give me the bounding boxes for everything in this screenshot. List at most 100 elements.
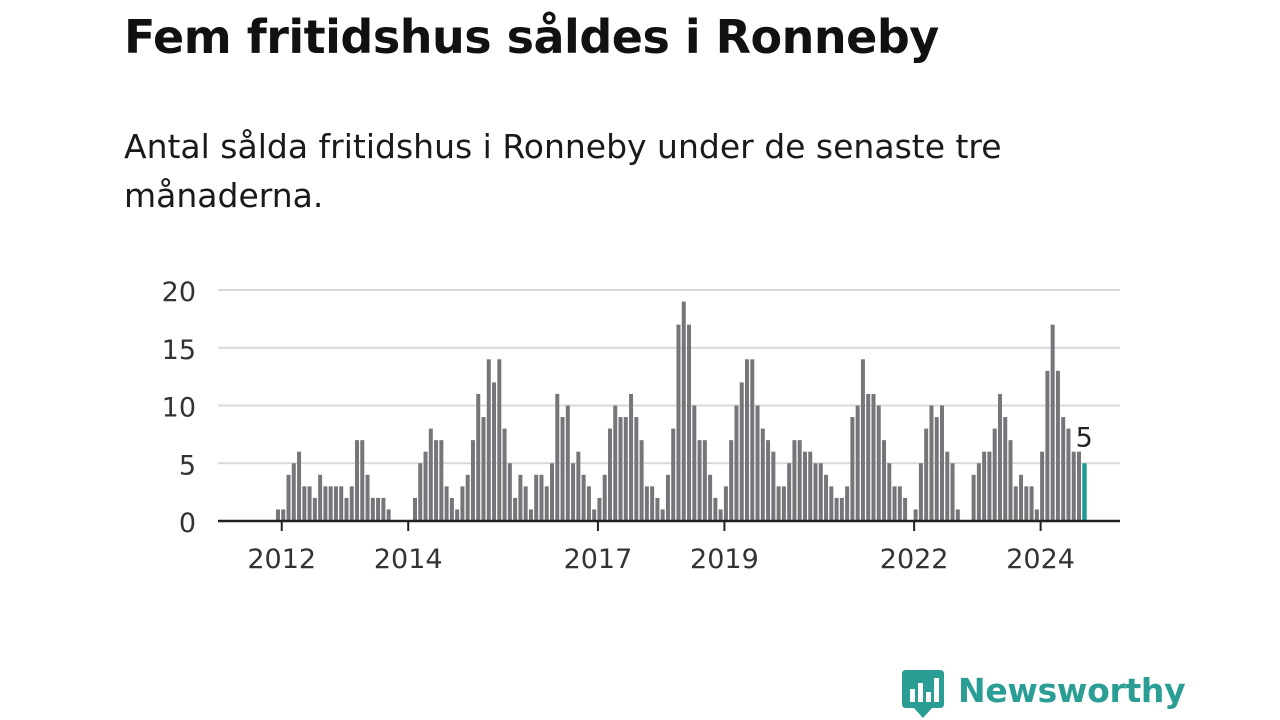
bar xyxy=(528,509,533,521)
bar xyxy=(755,405,760,521)
bar xyxy=(655,497,660,521)
bar xyxy=(897,486,902,521)
bar xyxy=(650,486,655,521)
bar xyxy=(571,463,576,521)
bars xyxy=(275,301,1087,521)
bar xyxy=(370,497,375,521)
bar xyxy=(771,451,776,521)
bar xyxy=(818,463,823,521)
bar xyxy=(760,428,765,521)
bar xyxy=(428,428,433,521)
bar xyxy=(539,474,544,521)
bar-highlight xyxy=(1082,463,1087,521)
bar xyxy=(1077,451,1082,521)
bar xyxy=(702,440,707,521)
bar xyxy=(860,359,865,521)
bar xyxy=(1071,451,1076,521)
bar xyxy=(766,440,771,521)
bar xyxy=(534,474,539,521)
bar xyxy=(824,474,829,521)
y-axis-ticks: 0 5 10 15 20 xyxy=(162,277,196,539)
bar xyxy=(845,486,850,521)
bar xyxy=(681,301,686,521)
bar xyxy=(312,497,317,521)
bar xyxy=(787,463,792,521)
bar xyxy=(381,497,386,521)
bar xyxy=(439,440,444,521)
bar xyxy=(307,486,312,521)
bar xyxy=(997,393,1002,521)
bar xyxy=(1013,486,1018,521)
bar xyxy=(1045,370,1050,521)
bar xyxy=(1034,509,1039,521)
bar xyxy=(355,440,360,521)
bar xyxy=(328,486,333,521)
bar xyxy=(449,497,454,521)
bar xyxy=(291,463,296,521)
bar xyxy=(713,497,718,521)
bar xyxy=(813,463,818,521)
bar xyxy=(855,405,860,521)
bar xyxy=(507,463,512,521)
bar xyxy=(455,509,460,521)
bar xyxy=(513,497,518,521)
brand-name: Newsworthy xyxy=(958,671,1186,710)
bar xyxy=(834,497,839,521)
bar xyxy=(497,359,502,521)
bar xyxy=(275,509,280,521)
bar xyxy=(360,440,365,521)
data-labels: 5 xyxy=(1076,422,1093,453)
bar xyxy=(708,474,713,521)
bar xyxy=(412,497,417,521)
bar xyxy=(913,509,918,521)
bar xyxy=(866,393,871,521)
bar xyxy=(676,324,681,521)
bar xyxy=(602,474,607,521)
bar xyxy=(982,451,987,521)
data-label-highlight: 5 xyxy=(1076,422,1093,453)
bar xyxy=(613,405,618,521)
x-axis-ticks: 2012 2014 2017 2019 2022 2024 xyxy=(247,521,1075,575)
bar xyxy=(586,486,591,521)
bar xyxy=(349,486,354,521)
bar xyxy=(476,393,481,521)
bar xyxy=(839,497,844,521)
bar xyxy=(729,440,734,521)
bar xyxy=(971,474,976,521)
bar xyxy=(297,451,302,521)
bar xyxy=(950,463,955,521)
bar xyxy=(665,474,670,521)
bar xyxy=(376,497,381,521)
newsworthy-logo-icon xyxy=(902,670,944,718)
bar xyxy=(418,463,423,521)
bar xyxy=(607,428,612,521)
bar xyxy=(776,486,781,521)
bar xyxy=(992,428,997,521)
bar xyxy=(481,417,486,521)
bar xyxy=(339,486,344,521)
bar xyxy=(850,417,855,521)
newsworthy-logo: Newsworthy xyxy=(902,670,1186,720)
y-tick-label: 5 xyxy=(179,450,196,481)
bar xyxy=(644,486,649,521)
x-tick-label: 2017 xyxy=(564,544,633,575)
y-tick-label: 0 xyxy=(179,508,196,539)
bar xyxy=(781,486,786,521)
bar xyxy=(639,440,644,521)
bar xyxy=(660,509,665,521)
bar xyxy=(465,474,470,521)
bar xyxy=(987,451,992,521)
x-tick-label: 2019 xyxy=(690,544,759,575)
bar xyxy=(718,509,723,521)
bar xyxy=(592,509,597,521)
bar xyxy=(1040,451,1045,521)
bar xyxy=(581,474,586,521)
bar xyxy=(976,463,981,521)
bar xyxy=(470,440,475,521)
bar xyxy=(1024,486,1029,521)
bar xyxy=(929,405,934,521)
y-tick-label: 10 xyxy=(162,393,196,424)
bar xyxy=(871,393,876,521)
bar xyxy=(887,463,892,521)
gridlines xyxy=(218,289,1120,465)
